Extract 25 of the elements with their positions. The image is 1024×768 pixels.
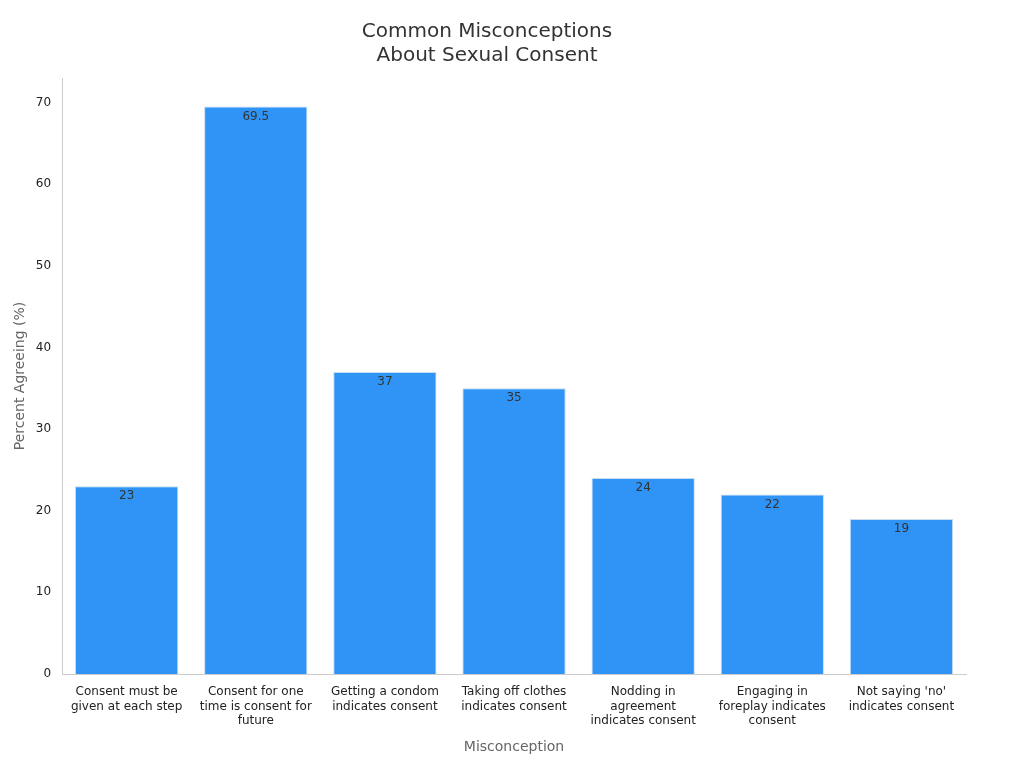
data-label: 69.5 xyxy=(242,108,270,123)
x-axis-title: Misconception xyxy=(463,738,565,755)
y-axis-title: Percent Agreeing (%) xyxy=(11,301,28,451)
x-tick-label: Taking off clothes indicates consent xyxy=(460,684,568,713)
y-tick-label: 70 xyxy=(35,94,52,109)
data-label: 35 xyxy=(506,390,522,405)
x-tick-label: Engaging in foreplay indicates consent xyxy=(718,684,826,728)
data-label: 19 xyxy=(893,521,910,535)
y-tick-label: 20 xyxy=(35,502,52,517)
x-tick-label: Not saying 'no' indicates consent xyxy=(848,684,955,713)
data-label: 37 xyxy=(377,374,393,389)
x-tick-label: Consent must be given at each step xyxy=(70,684,183,713)
x-tick-label: Nodding in agreement indicates consent xyxy=(590,684,697,728)
data-label: 22 xyxy=(764,496,780,511)
y-tick-label: 40 xyxy=(35,339,52,354)
data-label: 23 xyxy=(119,488,135,503)
y-tick-label: 10 xyxy=(35,584,52,599)
x-tick-label: Consent for one time is consent for future xyxy=(199,684,312,728)
y-tick-label: 50 xyxy=(35,257,52,272)
y-tick-label: 60 xyxy=(35,176,52,191)
y-tick-label: 0 xyxy=(43,666,52,681)
y-tick-label: 30 xyxy=(35,421,52,436)
chart-title: Common Misconceptions About Sexual Consent xyxy=(361,18,613,67)
data-label: 24 xyxy=(635,480,651,495)
x-tick-label: Getting a condom indicates consent xyxy=(330,684,439,713)
